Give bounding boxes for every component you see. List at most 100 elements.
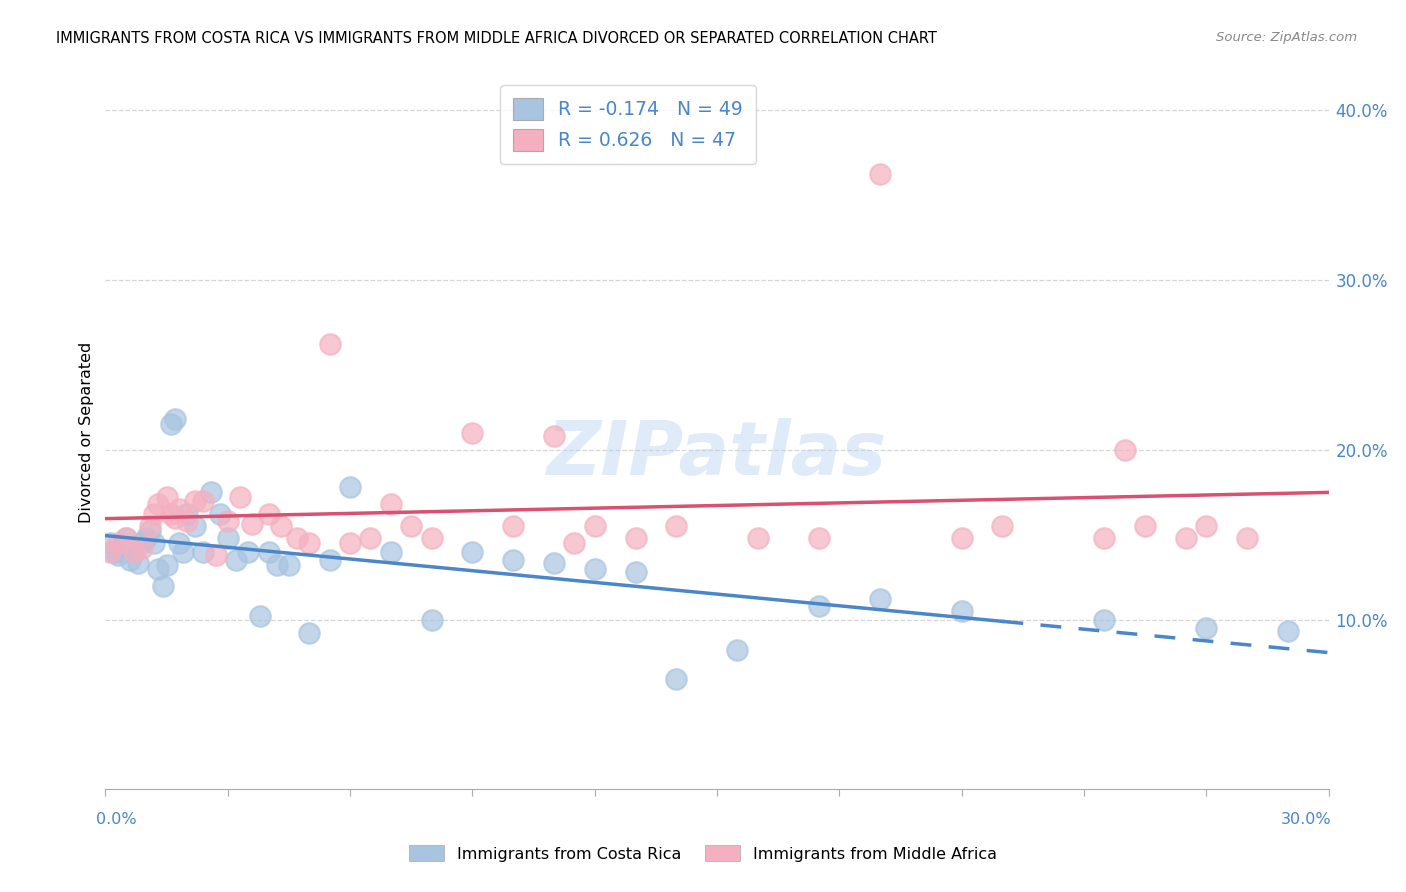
Text: 30.0%: 30.0% [1281,812,1331,827]
Point [543,557,565,571]
Point [380,544,402,558]
Point [298,536,321,550]
Point [148,497,170,511]
Point [380,497,402,511]
Point [278,558,301,573]
Point [139,519,162,533]
Point [217,531,239,545]
Point [747,531,769,545]
Point [807,599,830,613]
Point [200,485,222,500]
Text: IMMIGRANTS FROM COSTA RICA VS IMMIGRANTS FROM MIDDLE AFRICA DIVORCED OR SEPARATE: IMMIGRANTS FROM COSTA RICA VS IMMIGRANTS… [56,31,938,46]
Text: Source: ZipAtlas.com: Source: ZipAtlas.com [1216,31,1357,45]
Point [163,510,186,524]
Point [98,536,121,550]
Point [543,429,565,443]
Point [193,493,215,508]
Text: ZIPatlas: ZIPatlas [547,417,887,491]
Point [1092,613,1115,627]
Point [1195,621,1218,635]
Point [502,553,524,567]
Point [624,565,647,579]
Point [127,557,149,571]
Point [807,531,830,545]
Point [869,167,891,181]
Point [583,561,606,575]
Point [461,425,484,440]
Point [172,544,194,558]
Point [176,514,198,528]
Point [266,558,288,573]
Point [152,578,174,592]
Point [225,553,247,567]
Point [285,531,308,545]
Point [159,417,181,431]
Point [184,493,207,508]
Point [176,507,198,521]
Point [143,536,166,550]
Point [950,531,973,545]
Point [583,519,606,533]
Point [167,502,190,516]
Point [318,337,342,351]
Point [270,519,292,533]
Point [115,531,138,545]
Point [1114,442,1136,457]
Point [665,519,688,533]
Point [193,544,215,558]
Point [184,519,207,533]
Point [420,613,443,627]
Legend: Immigrants from Costa Rica, Immigrants from Middle Africa: Immigrants from Costa Rica, Immigrants f… [402,839,1004,868]
Point [118,553,141,567]
Text: 0.0%: 0.0% [96,812,136,827]
Point [1277,624,1299,639]
Point [159,507,181,521]
Y-axis label: Divorced or Separated: Divorced or Separated [79,342,94,524]
Point [115,531,138,545]
Point [1133,519,1156,533]
Point [339,536,361,550]
Point [257,507,280,521]
Point [249,609,271,624]
Point [217,514,239,528]
Point [103,544,125,558]
Point [156,490,179,504]
Point [461,544,484,558]
Point [163,412,186,426]
Point [240,517,263,532]
Point [135,531,157,545]
Point [1175,531,1198,545]
Point [139,524,162,538]
Point [420,531,443,545]
Point [624,531,647,545]
Legend: R = -0.174   N = 49, R = 0.626   N = 47: R = -0.174 N = 49, R = 0.626 N = 47 [501,86,756,164]
Point [727,643,749,657]
Point [1195,519,1218,533]
Point [401,519,423,533]
Point [208,507,231,521]
Point [167,536,190,550]
Point [98,544,121,558]
Point [156,558,179,573]
Point [229,490,252,504]
Point [257,544,280,558]
Point [318,553,342,567]
Point [502,519,524,533]
Point [111,540,134,554]
Point [991,519,1014,533]
Point [236,544,260,558]
Point [204,548,226,562]
Point [360,531,382,545]
Point [1092,531,1115,545]
Point [143,507,166,521]
Point [131,541,153,556]
Point [122,544,145,558]
Point [950,604,973,618]
Point [148,561,170,575]
Point [107,536,129,550]
Point [665,672,688,686]
Point [107,548,129,562]
Point [562,536,586,550]
Point [122,544,145,558]
Point [869,592,891,607]
